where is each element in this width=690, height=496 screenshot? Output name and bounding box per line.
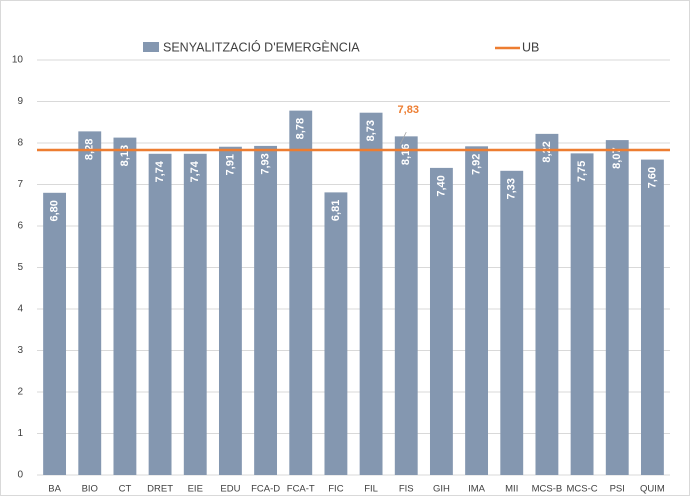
legend-label: SENYALITZACIÓ D'EMERGÈNCIA (163, 39, 360, 54)
data-label: 7,74 (154, 160, 166, 182)
bar (43, 192, 67, 476)
data-label: 8,78 (295, 118, 307, 139)
bar (113, 137, 137, 476)
data-label: 7,91 (224, 154, 236, 175)
bar (218, 146, 242, 476)
bar (254, 145, 278, 475)
leader-line (399, 131, 407, 145)
y-tick-label: 9 (17, 96, 23, 107)
x-tick-label: EIE (188, 484, 203, 495)
y-tick-label: 7 (17, 179, 23, 190)
x-tick-label: FIL (364, 484, 378, 495)
data-label: 6,80 (48, 200, 60, 221)
y-tick-label: 10 (12, 55, 24, 66)
x-tick-label: FIC (328, 484, 343, 495)
y-tick-label: 5 (17, 262, 23, 273)
data-label: 7,60 (646, 167, 658, 188)
x-tick-label: QUIM (640, 484, 665, 495)
x-tick-label: MCS-B (532, 484, 563, 495)
x-tick-label: CT (119, 484, 132, 495)
y-tick-label: 8 (17, 138, 23, 149)
data-label: 7,74 (189, 160, 201, 182)
y-tick-label: 3 (17, 345, 23, 356)
bar (429, 167, 453, 475)
x-tick-label: MCS-C (567, 484, 598, 495)
bar (324, 192, 348, 475)
x-tick-label: FCA-D (251, 484, 280, 495)
y-tick-label: 0 (17, 470, 23, 481)
x-tick-label: IMA (468, 484, 486, 495)
legend-label: UB (522, 40, 539, 54)
bar (640, 159, 664, 475)
y-tick-label: 2 (17, 387, 23, 398)
bar (148, 153, 172, 476)
x-tick-label: DRET (147, 484, 173, 495)
data-label: 8,13 (119, 145, 131, 166)
x-tick-label: EDU (220, 484, 240, 495)
bar (605, 140, 629, 475)
data-label: 7,93 (259, 153, 271, 174)
data-label: 7,40 (435, 175, 447, 196)
x-tick-label: BIO (82, 484, 98, 495)
data-label: 8,22 (541, 141, 553, 162)
x-tick-label: PSI (610, 484, 625, 495)
bar (535, 133, 559, 475)
y-tick-label: 6 (17, 221, 23, 232)
data-label: 8,16 (400, 144, 412, 165)
bar (394, 136, 418, 476)
x-tick-label: BA (48, 484, 61, 495)
bar (500, 170, 524, 475)
legend-swatch (143, 42, 159, 52)
x-tick-label: FCA-T (287, 484, 315, 495)
bar (465, 146, 489, 475)
y-tick-label: 4 (17, 304, 23, 315)
data-label: 7,33 (506, 178, 518, 199)
bar (570, 153, 594, 475)
data-label: 7,75 (576, 161, 588, 182)
data-label: 7,92 (470, 154, 482, 175)
data-label: 8,73 (365, 120, 377, 141)
bar (359, 112, 383, 475)
y-tick-label: 1 (17, 428, 23, 439)
bar (289, 110, 313, 475)
x-tick-label: FIS (399, 484, 414, 495)
x-tick-label: MII (505, 484, 518, 495)
reference-label: 7,83 (398, 104, 419, 116)
bar (78, 131, 102, 475)
data-label: 6,81 (330, 200, 342, 221)
x-tick-label: GIH (433, 484, 450, 495)
data-label: 8,07 (611, 147, 623, 168)
bar (183, 153, 207, 476)
